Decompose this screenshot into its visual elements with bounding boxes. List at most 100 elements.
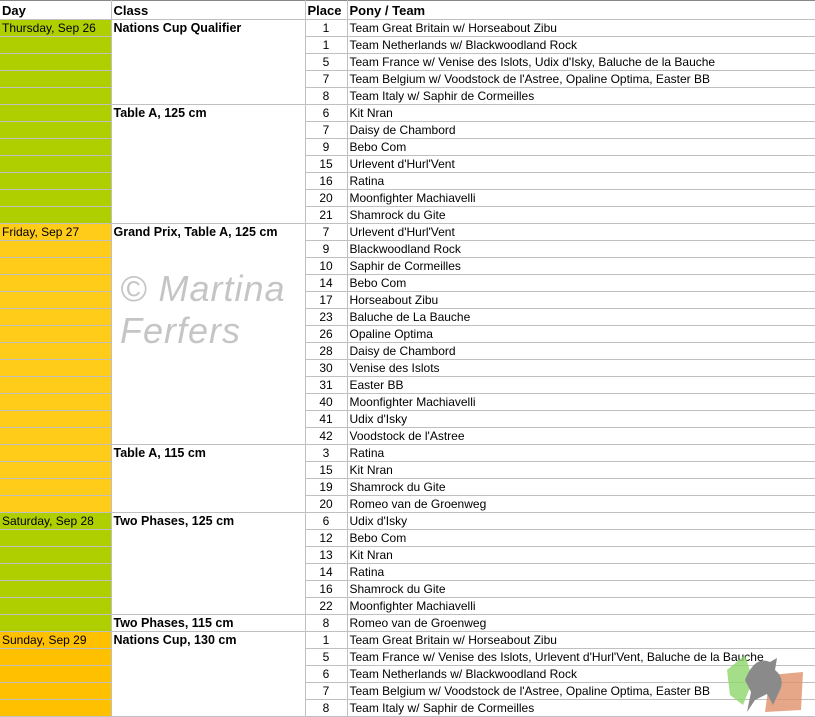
- table-row: 9 Blackwoodland Rock: [0, 240, 815, 258]
- class-cell: Table A, 125 cm: [111, 104, 306, 122]
- day-cell: [0, 87, 112, 105]
- table-row: 6 Team Netherlands w/ Blackwoodland Rock: [0, 665, 815, 683]
- day-cell: [0, 682, 112, 700]
- day-cell: Saturday, Sep 28: [0, 512, 112, 530]
- table-row: 14 Ratina: [0, 563, 815, 581]
- header-class: Class: [111, 0, 306, 20]
- day-cell: [0, 70, 112, 88]
- pony-cell: Urlevent d'Hurl'Vent: [347, 223, 815, 241]
- pony-cell: Shamrock du Gite: [347, 206, 815, 224]
- place-cell: 8: [305, 614, 348, 632]
- table-row: 7 Daisy de Chambord: [0, 121, 815, 139]
- pony-cell: Romeo van de Groenweg: [347, 614, 815, 632]
- class-cell: [111, 257, 306, 275]
- pony-cell: Easter BB: [347, 376, 815, 394]
- place-cell: 26: [305, 325, 348, 343]
- day-cell: [0, 325, 112, 343]
- class-cell: [111, 563, 306, 581]
- place-cell: 17: [305, 291, 348, 309]
- day-cell: [0, 699, 112, 717]
- place-cell: 1: [305, 631, 348, 649]
- class-cell: [111, 172, 306, 190]
- day-cell: Friday, Sep 27: [0, 223, 112, 241]
- pony-cell: Bebo Com: [347, 138, 815, 156]
- place-cell: 19: [305, 478, 348, 496]
- place-cell: 7: [305, 70, 348, 88]
- class-cell: [111, 478, 306, 496]
- day-cell: [0, 580, 112, 598]
- class-cell: [111, 393, 306, 411]
- pony-cell: Horseabout Zibu: [347, 291, 815, 309]
- place-cell: 14: [305, 563, 348, 581]
- class-cell: [111, 155, 306, 173]
- class-cell: [111, 274, 306, 292]
- class-cell: [111, 359, 306, 377]
- day-cell: [0, 597, 112, 615]
- day-cell: [0, 104, 112, 122]
- pony-cell: Ratina: [347, 563, 815, 581]
- class-cell: [111, 410, 306, 428]
- table-row: 21 Shamrock du Gite: [0, 206, 815, 224]
- class-cell: [111, 291, 306, 309]
- class-cell: [111, 427, 306, 445]
- place-cell: 30: [305, 359, 348, 377]
- class-cell: [111, 699, 306, 717]
- table-row: 16 Shamrock du Gite: [0, 580, 815, 598]
- class-cell: Two Phases, 115 cm: [111, 614, 306, 632]
- place-cell: 42: [305, 427, 348, 445]
- place-cell: 14: [305, 274, 348, 292]
- place-cell: 6: [305, 512, 348, 530]
- class-cell: [111, 87, 306, 105]
- place-cell: 15: [305, 461, 348, 479]
- place-cell: 5: [305, 648, 348, 666]
- class-cell: Two Phases, 125 cm: [111, 512, 306, 530]
- place-cell: 22: [305, 597, 348, 615]
- day-cell: [0, 240, 112, 258]
- pony-cell: Venise des Islots: [347, 359, 815, 377]
- pony-cell: Team Great Britain w/ Horseabout Zibu: [347, 631, 815, 649]
- table-row: 5 Team France w/ Venise des Islots, Urlev…: [0, 648, 815, 666]
- table-row: 20 Moonfighter Machiavelli: [0, 189, 815, 207]
- place-cell: 6: [305, 665, 348, 683]
- day-cell: [0, 172, 112, 190]
- header-place: Place: [305, 0, 348, 20]
- table-row: 1 Team Netherlands w/ Blackwoodland Rock: [0, 36, 815, 54]
- place-cell: 8: [305, 699, 348, 717]
- day-cell: [0, 342, 112, 360]
- pony-cell: Udix d'Isky: [347, 410, 815, 428]
- place-cell: 9: [305, 240, 348, 258]
- place-cell: 20: [305, 495, 348, 513]
- day-cell: [0, 257, 112, 275]
- day-cell: [0, 36, 112, 54]
- place-cell: 10: [305, 257, 348, 275]
- pony-cell: Saphir de Cormeilles: [347, 257, 815, 275]
- table-row: Sunday, Sep 29 Nations Cup, 130 cm 1 Team G…: [0, 631, 815, 649]
- day-cell: [0, 410, 112, 428]
- day-cell: [0, 189, 112, 207]
- pony-cell: Romeo van de Groenweg: [347, 495, 815, 513]
- pony-cell: Shamrock du Gite: [347, 580, 815, 598]
- pony-cell: Daisy de Chambord: [347, 121, 815, 139]
- place-cell: 6: [305, 104, 348, 122]
- pony-cell: Udix d'Isky: [347, 512, 815, 530]
- pony-cell: Team Italy w/ Saphir de Cormeilles: [347, 87, 815, 105]
- day-cell: [0, 121, 112, 139]
- table-row: 16 Ratina: [0, 172, 815, 190]
- place-cell: 16: [305, 172, 348, 190]
- day-cell: [0, 444, 112, 462]
- place-cell: 13: [305, 546, 348, 564]
- table-row: 13 Kit Nran: [0, 546, 815, 564]
- place-cell: 9: [305, 138, 348, 156]
- table-row: 31 Easter BB: [0, 376, 815, 394]
- place-cell: 20: [305, 189, 348, 207]
- day-cell: [0, 665, 112, 683]
- header-pony: Pony / Team: [347, 0, 815, 20]
- pony-cell: Kit Nran: [347, 104, 815, 122]
- place-cell: 23: [305, 308, 348, 326]
- day-cell: [0, 529, 112, 547]
- day-cell: [0, 53, 112, 71]
- table-row: 15 Urlevent d'Hurl'Vent: [0, 155, 815, 173]
- table-row: 7 Team Belgium w/ Voodstock de l'Astree, …: [0, 70, 815, 88]
- day-cell: [0, 359, 112, 377]
